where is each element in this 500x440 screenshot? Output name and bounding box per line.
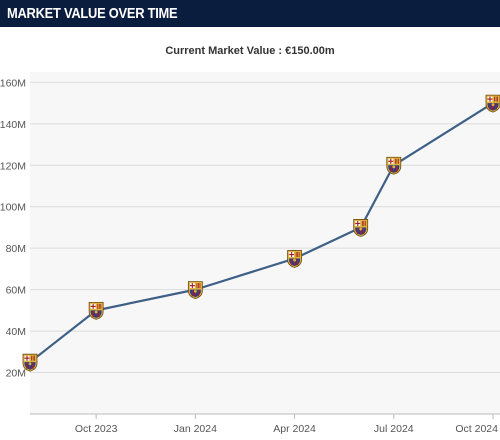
data-point-marker[interactable] — [485, 94, 500, 113]
crest-stripe — [34, 355, 35, 361]
crest-stripe — [396, 158, 398, 164]
crest-cross-h — [90, 305, 96, 307]
crest-lower-stripe — [396, 165, 398, 172]
crest-lower-stripe — [92, 310, 94, 317]
y-tick-label: 20M — [6, 368, 26, 380]
x-tick-label: Jul 2024 — [374, 423, 414, 435]
crest-cross-h — [189, 285, 195, 287]
crest-cross-h — [487, 98, 493, 100]
crest-cross-h — [355, 222, 361, 225]
crest-cross-h — [24, 357, 30, 359]
crest-stripe — [494, 96, 495, 102]
crest-lower-stripe — [495, 103, 497, 110]
crest-stripe — [100, 303, 102, 309]
crest-stripe — [297, 252, 299, 258]
page-title: MARKET VALUE OVER TIME — [7, 5, 178, 22]
crest-stripe — [298, 252, 300, 258]
y-tick-label: 140M — [0, 119, 26, 131]
crest-ball — [392, 165, 396, 169]
crest-stripe — [394, 158, 396, 164]
crest-cross-h — [388, 160, 394, 162]
header-bar: MARKET VALUE OVER TIME — [0, 0, 500, 27]
crest-stripe — [295, 252, 297, 258]
x-tick-label: Jan 2024 — [174, 423, 217, 435]
crest-stripe — [397, 158, 399, 164]
club-crest-icon — [485, 94, 500, 113]
crest-stripe — [31, 355, 32, 361]
crest-ball — [94, 310, 98, 314]
plot-background — [30, 72, 500, 414]
club-crest-icon — [353, 219, 369, 237]
crest-lower-stripe — [357, 227, 359, 235]
crest-lower-stripe — [98, 310, 100, 317]
crest-ball — [359, 227, 363, 231]
crest-lower-stripe — [293, 258, 296, 266]
crest-stripe — [32, 355, 34, 361]
data-point-marker[interactable] — [287, 250, 302, 268]
x-axis: Oct 2023 Jan 2024 Apr 2024 Jul 2024 Oct 2024 — [30, 413, 500, 435]
crest-lower-stripe — [197, 290, 200, 297]
crest-stripe — [361, 220, 363, 226]
crest-lower-stripe — [360, 227, 362, 235]
y-tick-label: 120M — [0, 160, 26, 172]
y-tick-label: 100M — [0, 202, 26, 214]
crest-lower-stripe — [489, 103, 491, 110]
crest-lower-stripe — [29, 362, 31, 369]
crest-lower-stripe — [492, 103, 494, 110]
current-market-value: Current Market Value : €150.00m — [165, 45, 335, 57]
crest-lower-stripe — [191, 290, 194, 297]
crest-stripe — [495, 96, 497, 102]
y-tick-label: 40M — [6, 326, 26, 338]
data-point-marker[interactable] — [22, 353, 38, 372]
crest-lower-stripe — [363, 227, 365, 235]
crest-stripe — [497, 96, 498, 102]
data-point-marker[interactable] — [187, 281, 203, 300]
crest-ball — [293, 258, 296, 262]
crest-lower-stripe — [95, 310, 97, 317]
x-tick-label: Oct 2024 — [455, 423, 498, 435]
crest-stripe — [196, 283, 198, 289]
crest-lower-stripe — [290, 258, 293, 266]
club-crest-icon — [88, 301, 104, 320]
crest-stripe — [98, 303, 100, 309]
crest-stripe — [363, 220, 365, 226]
y-axis: 20M 40M 60M 80M 100M 120M 140M 160M — [0, 77, 26, 379]
data-point-marker[interactable] — [88, 301, 104, 320]
crest-lower-stripe — [194, 290, 197, 297]
club-crest-icon — [386, 156, 402, 175]
crest-lower-stripe — [32, 362, 34, 369]
y-tick-label: 60M — [6, 285, 26, 297]
crest-ball — [28, 362, 32, 366]
crest-cross-h — [289, 253, 295, 256]
x-tick-label: Oct 2023 — [75, 423, 118, 435]
club-crest-icon — [22, 353, 38, 372]
crest-lower-stripe — [393, 165, 395, 172]
crest-ball — [193, 289, 197, 293]
y-tick-label: 160M — [0, 77, 26, 89]
x-tick-label: Apr 2024 — [273, 423, 316, 435]
gridlines-group — [30, 81, 500, 374]
data-point-marker[interactable] — [353, 219, 369, 237]
y-tick-label: 80M — [6, 243, 26, 255]
crest-stripe — [199, 283, 201, 289]
crest-lower-stripe — [296, 258, 299, 266]
crest-stripe — [198, 283, 199, 289]
crest-stripe — [97, 303, 99, 309]
markers-group[interactable] — [22, 94, 500, 372]
crest-ball — [491, 103, 495, 107]
plot-background-group — [30, 72, 500, 414]
crest-stripe — [364, 220, 366, 226]
club-crest-icon — [287, 250, 302, 268]
data-point-marker[interactable] — [386, 156, 402, 175]
club-crest-icon — [187, 281, 203, 300]
crest-lower-stripe — [390, 165, 392, 172]
crest-lower-stripe — [26, 362, 28, 369]
